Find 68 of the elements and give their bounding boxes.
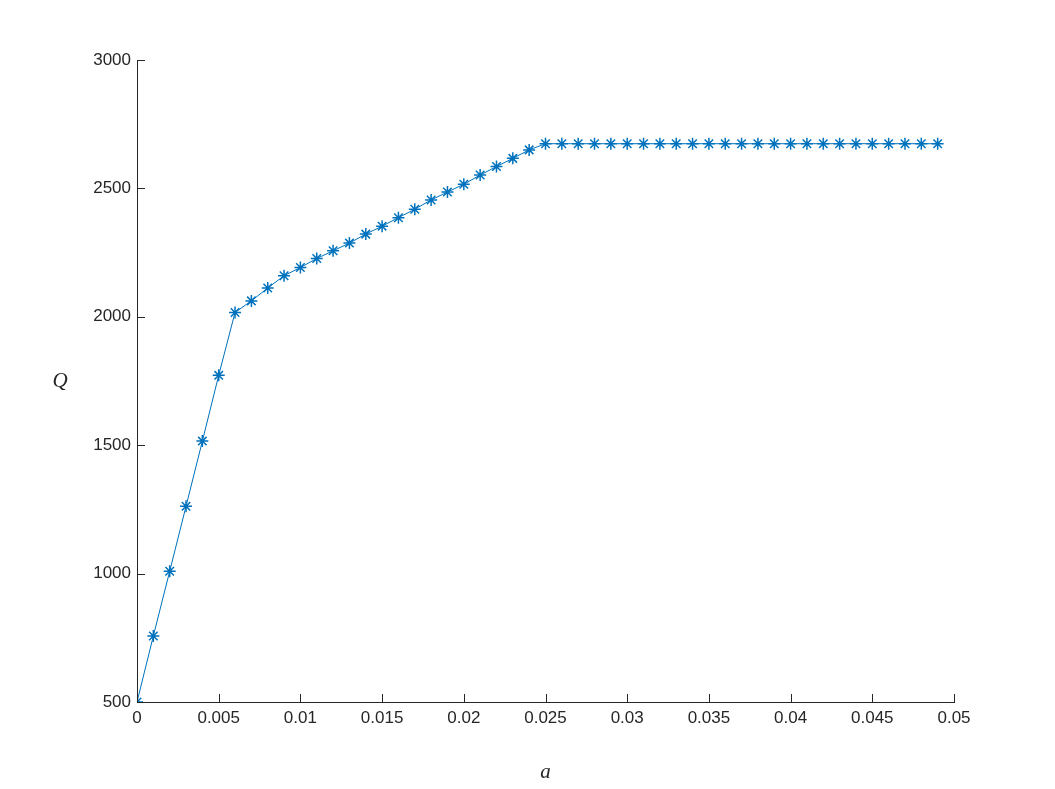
x-tick-label: 0.015 xyxy=(360,707,404,727)
point xyxy=(685,136,700,151)
point xyxy=(391,210,406,225)
y-tick-label: 500 xyxy=(102,691,131,711)
point xyxy=(473,168,487,182)
point xyxy=(375,219,389,233)
point xyxy=(865,136,880,151)
point xyxy=(783,136,798,151)
point xyxy=(260,281,275,295)
point xyxy=(277,268,291,283)
point xyxy=(424,193,438,207)
point xyxy=(587,136,602,151)
point xyxy=(293,260,308,275)
point xyxy=(440,185,455,199)
point xyxy=(408,202,422,216)
x-tick-label: 0.02 xyxy=(447,707,481,727)
x-tick-label: 0.005 xyxy=(197,707,240,727)
point xyxy=(571,136,585,151)
point xyxy=(211,368,226,383)
point xyxy=(522,143,536,157)
y-tick-label: 1500 xyxy=(93,434,131,454)
point xyxy=(702,136,716,151)
point xyxy=(506,151,520,166)
point xyxy=(538,136,553,151)
point xyxy=(489,159,504,174)
x-tick-label: 0.04 xyxy=(774,707,808,727)
x-tick-label: 0.03 xyxy=(610,707,644,727)
point xyxy=(604,136,618,151)
point xyxy=(914,136,929,151)
y-tick-label: 3000 xyxy=(93,49,131,69)
point xyxy=(179,499,193,514)
point xyxy=(849,136,863,151)
point xyxy=(751,136,765,151)
x-tick-label: 0.035 xyxy=(687,707,731,727)
point xyxy=(653,136,667,151)
point xyxy=(832,136,847,151)
x-axis-title: a xyxy=(540,758,551,783)
x-tick-label: 0 xyxy=(132,707,142,727)
y-tick-label: 2000 xyxy=(93,306,131,326)
point xyxy=(734,136,749,151)
point xyxy=(309,251,324,266)
point xyxy=(359,227,373,241)
point xyxy=(816,136,831,151)
point xyxy=(555,136,569,151)
point xyxy=(767,136,782,151)
x-tick-label: 0.045 xyxy=(851,707,894,727)
x-tick-label: 0.01 xyxy=(283,707,317,727)
point xyxy=(881,136,896,151)
point xyxy=(457,177,471,192)
point xyxy=(195,434,210,448)
point xyxy=(146,629,161,643)
y-tick-label: 2500 xyxy=(93,178,131,198)
point xyxy=(930,136,945,151)
point xyxy=(636,136,651,151)
point xyxy=(669,136,683,151)
x-tick-label: 0.05 xyxy=(937,707,971,727)
point xyxy=(244,294,259,308)
point xyxy=(718,136,732,151)
point xyxy=(228,305,242,320)
point xyxy=(898,136,912,151)
point xyxy=(342,236,357,250)
point xyxy=(326,244,340,258)
point xyxy=(620,136,634,151)
x-tick-label: 0.025 xyxy=(524,707,567,727)
point xyxy=(162,564,177,579)
y-axis-title: Q xyxy=(52,367,68,392)
point xyxy=(800,136,814,151)
y-tick-label: 1000 xyxy=(93,563,131,583)
